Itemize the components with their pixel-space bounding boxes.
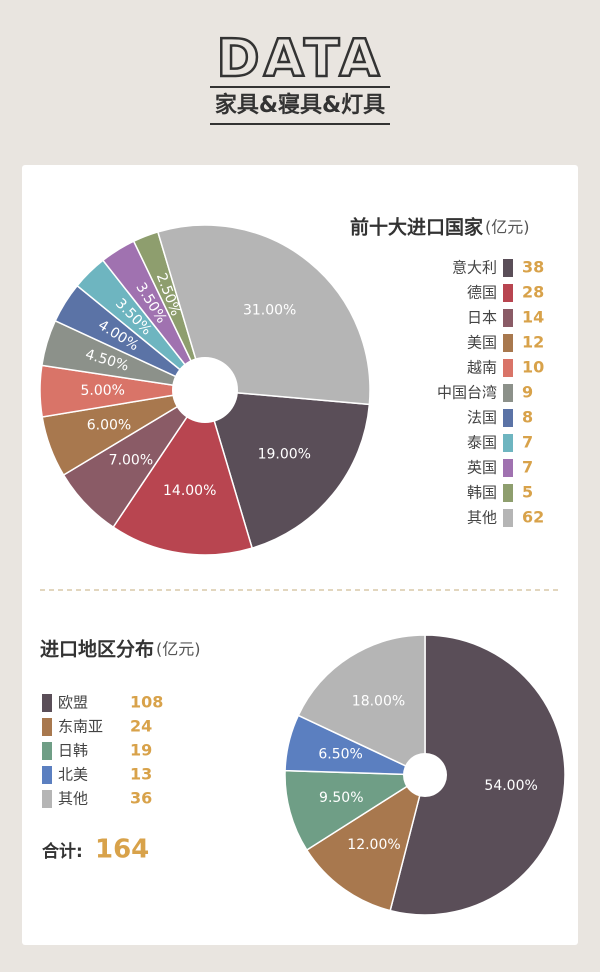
legend-swatch [42, 766, 52, 784]
legend-swatch [503, 509, 513, 527]
legend-swatch [503, 359, 513, 377]
slice-label: 12.00% [347, 837, 400, 853]
pie-slice [112, 388, 254, 556]
legend-label: 越南 [467, 359, 497, 377]
header-title: DATA [216, 29, 383, 89]
legend-value: 62 [522, 508, 544, 527]
pie-slice [389, 634, 566, 916]
legend-value: 24 [130, 717, 152, 736]
legend-swatch [503, 384, 513, 402]
pie-slice [305, 773, 427, 912]
total-value: 164 [95, 835, 149, 865]
legend-label: 北美 [58, 766, 88, 784]
slice-label: 18.00% [352, 694, 405, 710]
legend-value: 7 [522, 458, 533, 477]
legend-swatch [503, 459, 513, 477]
legend-label: 日本 [467, 309, 497, 327]
legend-value: 7 [522, 433, 533, 452]
pie-hole [172, 357, 238, 423]
slice-label: 7.00% [109, 453, 153, 469]
slice-label: 14.00% [163, 483, 216, 499]
legend-label: 其他 [467, 509, 497, 527]
legend-value: 12 [522, 333, 544, 352]
legend-label: 德国 [467, 284, 497, 302]
chart-title: 进口地区分布 [40, 638, 154, 661]
legend-value: 36 [130, 789, 152, 808]
header-subtitle: 家具&寝具&灯具 [215, 92, 385, 118]
legend-swatch [503, 434, 513, 452]
legend-value: 28 [522, 283, 544, 302]
slice-label: 6.50% [318, 747, 362, 763]
pie-hole [403, 753, 447, 797]
legend-value: 9 [522, 383, 533, 402]
legend-label: 日韩 [58, 742, 88, 760]
legend-label: 英国 [467, 459, 497, 477]
legend-swatch [503, 284, 513, 302]
legend-label: 法国 [467, 409, 497, 427]
legend-value: 8 [522, 408, 533, 427]
slice-label: 5.00% [80, 383, 125, 399]
legend-value: 19 [130, 741, 152, 760]
legend-swatch [42, 718, 52, 736]
legend-label: 美国 [467, 334, 497, 352]
legend-label: 意大利 [452, 259, 497, 277]
slice-label: 31.00% [243, 303, 296, 319]
legend-label: 韩国 [467, 484, 497, 502]
chart-unit: (亿元) [156, 640, 201, 659]
legend-value: 38 [522, 258, 544, 277]
legend-swatch [503, 484, 513, 502]
slice-label: 9.50% [319, 790, 363, 806]
pie-slice [284, 769, 428, 852]
legend-swatch [42, 694, 52, 712]
legend-value: 108 [130, 693, 163, 712]
slice-label: 6.00% [87, 417, 131, 433]
chart-unit: (亿元) [485, 218, 530, 237]
chart-title: 前十大进口国家 [350, 216, 484, 239]
legend-value: 10 [522, 358, 544, 377]
legend-label: 泰国 [467, 434, 497, 452]
legend-swatch [42, 742, 52, 760]
legend-value: 5 [522, 483, 533, 502]
legend-label: 欧盟 [58, 694, 88, 712]
legend-swatch [503, 309, 513, 327]
legend-swatch [42, 790, 52, 808]
legend-label: 东南亚 [58, 718, 103, 736]
legend-label: 中国台湾 [437, 384, 497, 402]
legend-value: 14 [522, 308, 544, 327]
legend-swatch [503, 409, 513, 427]
legend-swatch [503, 259, 513, 277]
pie-slice [203, 389, 371, 550]
total-label: 合计: [42, 841, 83, 862]
legend-value: 13 [130, 765, 152, 784]
slice-label: 54.00% [484, 778, 537, 794]
legend-swatch [503, 334, 513, 352]
legend-label: 其他 [58, 790, 88, 808]
pie-slice [297, 634, 426, 777]
slice-label: 19.00% [258, 447, 311, 463]
